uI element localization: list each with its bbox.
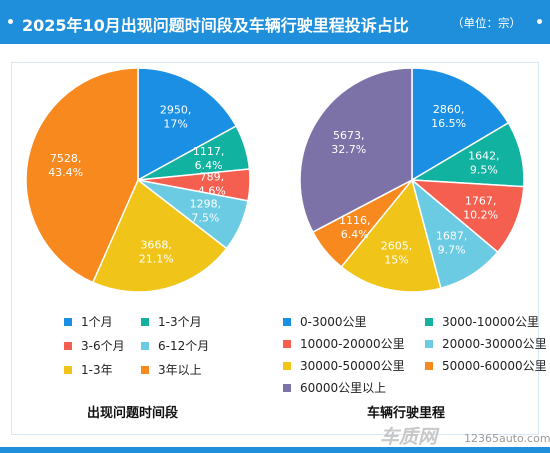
legend-label: 3-6个月 bbox=[81, 339, 125, 353]
pie-1: 2860, 16.5%1642, 9.5%1767, 10.2%1687, 9.7%26… bbox=[299, 67, 525, 293]
slice-value: 1117, bbox=[193, 145, 225, 158]
slice-value: 2860, bbox=[433, 103, 465, 116]
legend-item: 60000公里以上 bbox=[283, 379, 386, 396]
header-bar: 2025年10月出现问题时间段及车辆行驶里程投诉占比 （单位：宗） bbox=[0, 0, 550, 44]
slice-label: 1642, 9.5% bbox=[468, 150, 500, 177]
slice-value: 1116, bbox=[339, 214, 371, 227]
slice-percent: 9.7% bbox=[438, 243, 466, 256]
slice-label: 1767, 10.2% bbox=[463, 194, 498, 221]
unit-label: （单位：宗） bbox=[452, 16, 521, 30]
slice-value: 3668, bbox=[140, 239, 172, 252]
slice-value: 1298, bbox=[190, 197, 222, 210]
legend-label: 6-12个月 bbox=[158, 339, 210, 353]
legend-item: 6-12个月 bbox=[141, 337, 209, 354]
legend-item: 10000-20000公里 bbox=[283, 335, 405, 352]
legend-swatch bbox=[283, 317, 291, 326]
slice-value: 1642, bbox=[468, 150, 500, 163]
slice-percent: 32.7% bbox=[331, 143, 366, 156]
slice-percent: 15% bbox=[384, 253, 408, 266]
slice-percent: 10.2% bbox=[463, 208, 498, 221]
slice-label: 2860, 16.5% bbox=[431, 103, 466, 130]
legend-swatch bbox=[141, 317, 149, 326]
legend-item: 1-3个月 bbox=[141, 313, 202, 330]
slice-percent: 7.5% bbox=[191, 211, 219, 224]
legend-swatch bbox=[283, 361, 291, 370]
slice-percent: 17% bbox=[163, 117, 187, 130]
slice-label: 1116, 6.4% bbox=[339, 214, 371, 241]
header-dot-right bbox=[537, 19, 542, 24]
legend-swatch bbox=[64, 317, 72, 326]
bottom-border bbox=[0, 447, 550, 453]
slice-percent: 6.4% bbox=[195, 159, 223, 172]
slice-percent: 43.4% bbox=[48, 166, 83, 179]
legend-label: 0-3000公里 bbox=[300, 315, 367, 329]
legend-label: 3000-10000公里 bbox=[442, 315, 540, 329]
slice-percent: 6.4% bbox=[341, 228, 369, 241]
legend-item: 1-3年 bbox=[64, 361, 113, 378]
page-title: 2025年10月出现问题时间段及车辆行驶里程投诉占比 bbox=[22, 16, 409, 35]
slice-percent: 9.5% bbox=[470, 164, 498, 177]
slice-label: 3668, 21.1% bbox=[139, 239, 174, 266]
slice-label: 2950, 17% bbox=[160, 103, 192, 130]
legend-item: 3000-10000公里 bbox=[425, 313, 539, 330]
header-dot-left bbox=[8, 19, 13, 24]
slice-value: 2950, bbox=[160, 103, 192, 116]
legend-label: 50000-60000公里 bbox=[442, 359, 547, 373]
legend-label: 30000-50000公里 bbox=[300, 359, 405, 373]
legend-label: 1个月 bbox=[81, 315, 113, 329]
slice-value: 7528, bbox=[50, 152, 82, 165]
slice-label: 1298, 7.5% bbox=[190, 197, 222, 224]
legend-swatch bbox=[64, 341, 72, 350]
pie-slice bbox=[409, 179, 525, 254]
logo-main-text: 车质网 bbox=[380, 426, 438, 448]
pie-slice bbox=[411, 67, 510, 182]
chart-title-mileage: 车辆行驶里程 bbox=[367, 406, 446, 421]
legend-swatch bbox=[425, 361, 433, 370]
chart-title-time-period: 出现问题时间段 bbox=[87, 406, 179, 421]
logo-sub-text: 12365auto.com bbox=[464, 432, 550, 445]
legend-label: 1-3个月 bbox=[158, 315, 202, 329]
slice-value: 2605, bbox=[381, 239, 413, 252]
slice-value: 1767, bbox=[465, 194, 497, 207]
slice-value: 1687, bbox=[436, 229, 468, 242]
legend-item: 1个月 bbox=[64, 313, 113, 330]
legend-swatch bbox=[141, 365, 149, 374]
pie-0: 2950, 17%1117, 6.4%789, 4.6%1298, 7.5%3668, 2… bbox=[25, 67, 251, 293]
slice-label: 5673, 32.7% bbox=[331, 129, 366, 156]
legend-item: 20000-30000公里 bbox=[425, 335, 547, 352]
legend-swatch bbox=[283, 339, 291, 348]
slice-label: 1687, 9.7% bbox=[436, 229, 468, 256]
legend-item: 30000-50000公里 bbox=[283, 357, 405, 374]
legend-label: 20000-30000公里 bbox=[442, 337, 547, 351]
slice-label: 1117, 6.4% bbox=[193, 145, 225, 172]
site-logo: 车质网 12365auto.com bbox=[380, 422, 550, 448]
legend-label: 3年以上 bbox=[158, 363, 202, 377]
legend-swatch bbox=[141, 341, 149, 350]
slice-value: 789, bbox=[200, 170, 225, 183]
legend-label: 10000-20000公里 bbox=[300, 337, 405, 351]
pie-slice bbox=[299, 67, 413, 234]
legend-item: 50000-60000公里 bbox=[425, 357, 547, 374]
legend-item: 3-6个月 bbox=[64, 337, 125, 354]
pie-slice bbox=[25, 67, 139, 284]
slice-label: 7528, 43.4% bbox=[48, 152, 83, 179]
pie-slice bbox=[340, 178, 442, 293]
slice-percent: 21.1% bbox=[139, 253, 174, 266]
legend-label: 1-3年 bbox=[81, 363, 113, 377]
legend-swatch bbox=[425, 339, 433, 348]
legend-swatch bbox=[425, 317, 433, 326]
legend-item: 0-3000公里 bbox=[283, 313, 367, 330]
slice-percent: 16.5% bbox=[431, 117, 466, 130]
legend-label: 60000公里以上 bbox=[300, 381, 387, 395]
legend-item: 3年以上 bbox=[141, 361, 202, 378]
pie-slice bbox=[137, 67, 238, 182]
slice-value: 5673, bbox=[333, 129, 365, 142]
legend-swatch bbox=[283, 383, 291, 392]
legend-swatch bbox=[64, 365, 72, 374]
slice-label: 2605, 15% bbox=[381, 239, 413, 266]
